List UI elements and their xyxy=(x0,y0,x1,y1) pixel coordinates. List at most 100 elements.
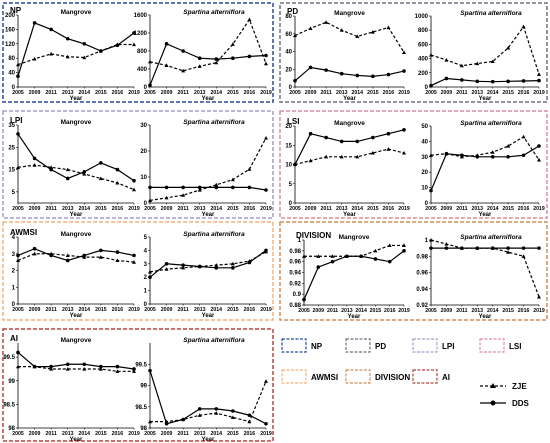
series-line-zje xyxy=(17,253,135,263)
x-axis-title: Year xyxy=(343,96,356,102)
point-zje xyxy=(16,258,20,263)
point-zje xyxy=(148,59,152,64)
x-tick-label: 2015 xyxy=(227,206,239,212)
x-axis-title: Year xyxy=(202,313,215,319)
point-dds xyxy=(444,76,449,81)
series-line-dds xyxy=(294,129,405,165)
x-tick-label: 2016 xyxy=(383,90,395,96)
panel-title: Spartina alterniflora xyxy=(460,234,522,241)
y-tick-label: 4 xyxy=(12,235,16,241)
point-zje xyxy=(214,263,219,267)
x-tick-label: 2013 xyxy=(194,431,206,437)
point-dds xyxy=(32,156,37,161)
point-zje xyxy=(148,198,152,202)
point-zje xyxy=(181,265,186,270)
legend-label-lsi: LSI xyxy=(509,342,521,351)
y-tick-label: 0 xyxy=(289,201,293,207)
x-tick-label: 2005 xyxy=(425,206,437,212)
point-dds xyxy=(460,153,464,158)
x-tick-label: 2019 xyxy=(398,90,410,96)
point-zje xyxy=(308,158,313,163)
x-tick-label: 2015 xyxy=(370,308,382,314)
x-tick-label: 2014 xyxy=(79,431,91,437)
x-tick-label: 2009 xyxy=(29,307,41,313)
x-tick-label: 2014 xyxy=(79,206,91,212)
chart-lsi-mangrove: 0 5 10 15 20 2005 2009 2011 2013 2014 2015 2016 2019… xyxy=(285,117,410,218)
y-tick-label: 0.88 xyxy=(289,303,301,309)
point-dds xyxy=(132,367,136,371)
y-tick-label: 5 xyxy=(289,182,293,188)
point-dds xyxy=(537,144,541,148)
x-tick-label: 2015 xyxy=(95,431,107,437)
x-tick-label: 2013 xyxy=(472,90,484,96)
x-tick-label: 2013 xyxy=(336,206,348,212)
x-tick-label: 2019 xyxy=(398,206,410,212)
point-dds xyxy=(65,362,70,367)
point-zje xyxy=(429,153,433,157)
panel-title: Spartina alterniflora xyxy=(460,120,522,127)
metric-label: NP xyxy=(10,6,22,15)
x-tick-label: 2009 xyxy=(305,90,317,96)
series-line-zje xyxy=(294,21,405,53)
x-tick-label: 2011 xyxy=(178,431,189,437)
x-tick-label: 2011 xyxy=(456,206,467,212)
point-zje xyxy=(82,366,87,371)
x-tick-label: 2019 xyxy=(398,308,410,314)
y-tick-label: 160 xyxy=(5,27,16,33)
point-zje xyxy=(370,150,375,155)
x-tick-label: 2019 xyxy=(260,431,272,437)
point-dds xyxy=(308,131,313,136)
x-axis-title: Year xyxy=(479,314,492,320)
y-tick-label: 20 xyxy=(285,67,292,73)
x-tick-label: 2011 xyxy=(46,307,57,313)
x-tick-label: 2019 xyxy=(128,90,140,96)
point-dds xyxy=(115,43,120,48)
x-tick-label: 2009 xyxy=(161,90,173,96)
y-tick-label: 80 xyxy=(285,14,292,20)
point-dds xyxy=(115,167,120,172)
x-axis-title: Year xyxy=(202,437,215,443)
x-tick-label: 2011 xyxy=(456,90,467,96)
series-line-zje xyxy=(149,137,267,201)
point-dds xyxy=(302,297,306,302)
point-dds xyxy=(387,259,392,264)
y-tick-label: 1 xyxy=(144,289,148,295)
x-tick-label: 2014 xyxy=(355,308,367,314)
legend-marker-zje xyxy=(490,383,496,388)
point-dds xyxy=(65,176,70,181)
point-zje xyxy=(324,154,329,159)
metric-label: PD xyxy=(287,7,298,16)
legend-label-awmsi: AWMSI xyxy=(311,373,338,382)
point-dds xyxy=(345,254,349,259)
x-tick-label: 2011 xyxy=(46,431,57,437)
x-tick-label: 2011 xyxy=(327,308,338,314)
x-tick-label: 2015 xyxy=(95,90,107,96)
point-dds xyxy=(264,188,268,192)
y-tick-label: 1200 xyxy=(134,31,148,37)
y-tick-label: 0.96 xyxy=(416,271,428,277)
point-dds xyxy=(132,253,136,258)
x-tick-label: 2016 xyxy=(244,307,256,313)
y-tick-label: 2 xyxy=(12,269,16,275)
point-zje xyxy=(490,150,495,154)
legend-swatch-np xyxy=(281,338,307,353)
y-tick-label: 99 xyxy=(140,384,147,390)
point-zje xyxy=(429,238,433,242)
point-zje xyxy=(475,61,480,66)
legend-swatch-lpi xyxy=(412,338,438,353)
x-tick-label: 2016 xyxy=(244,90,256,96)
x-tick-label: 2013 xyxy=(336,90,348,96)
x-axis-title: Year xyxy=(479,212,492,218)
point-dds xyxy=(214,407,219,411)
point-dds xyxy=(490,246,495,250)
y-tick-label: 10 xyxy=(140,175,147,181)
panel-title: Mangrove xyxy=(61,337,92,344)
chart-awmsi-spartina: 0 1 2 3 4 5 2005 2009 2011 2013 2014 2015 2016 2019 Ye… xyxy=(144,231,272,319)
x-tick-label: 2015 xyxy=(367,90,379,96)
point-zje xyxy=(230,42,235,46)
x-tick-label: 2016 xyxy=(518,206,530,212)
y-tick-label: 1 xyxy=(12,285,16,291)
x-tick-label: 2016 xyxy=(112,431,124,437)
point-dds xyxy=(181,263,185,267)
